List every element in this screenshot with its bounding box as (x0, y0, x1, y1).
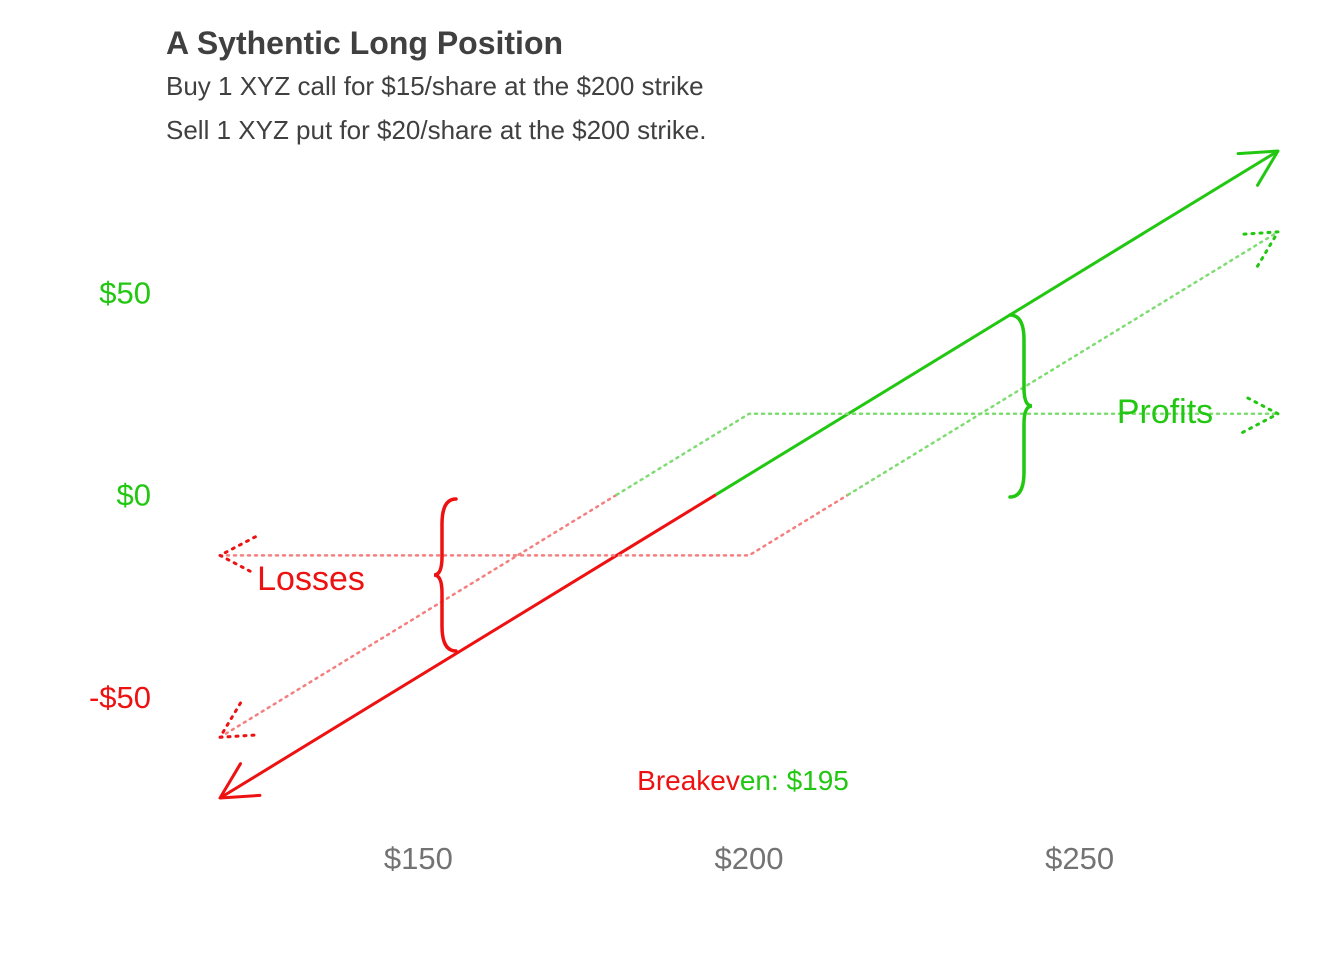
breakeven-label-red-part: Breakev (637, 765, 740, 796)
losses-brace (433, 497, 458, 653)
series-0-loss-segment (219, 493, 717, 800)
profits-label: Profits (1117, 393, 1213, 431)
breakeven-label: Breakeven: $195 (637, 765, 849, 796)
y-tick-label-1: $0 (117, 478, 151, 513)
series-2-profit-segment (846, 230, 1280, 496)
series-layer (218, 149, 1280, 800)
series-1-loss-segment (218, 493, 619, 739)
chart-subtitle-line-1: Buy 1 XYZ call for $15/share at the $200… (166, 71, 704, 101)
y-tick-label-0: $50 (99, 276, 151, 311)
series-2-right-arrowhead (1236, 230, 1280, 268)
losses-label: Losses (257, 560, 365, 598)
series-1-left-arrowhead (218, 701, 262, 739)
x-tick-label-1: $200 (715, 841, 784, 876)
series-0-profit-segment (715, 149, 1279, 496)
title-block: A Sythentic Long Position Buy 1 XYZ call… (166, 22, 1066, 152)
brace-layer (433, 313, 1033, 653)
y-tick-label-2: -$50 (89, 680, 151, 715)
x-tick-label-2: $250 (1045, 841, 1114, 876)
breakeven-label-green-part: en: $195 (740, 765, 849, 796)
profits-brace (1008, 313, 1033, 499)
series-0-right-arrowhead (1236, 149, 1280, 187)
tick-layer: $150 $200 $250 $50 $0 -$50 (89, 276, 1114, 877)
series-1-profit-segment (615, 412, 1280, 496)
series-2-left-arrowhead (218, 535, 257, 576)
x-tick-label-0: $150 (384, 841, 453, 876)
series-1-right-arrowhead (1241, 393, 1280, 434)
series-2-loss-segment (218, 493, 850, 557)
chart-title: A Sythentic Long Position (166, 25, 564, 61)
chart-subtitle-line-2: Sell 1 XYZ put for $20/share at the $200… (166, 115, 707, 145)
series-0-left-arrowhead (218, 762, 262, 800)
